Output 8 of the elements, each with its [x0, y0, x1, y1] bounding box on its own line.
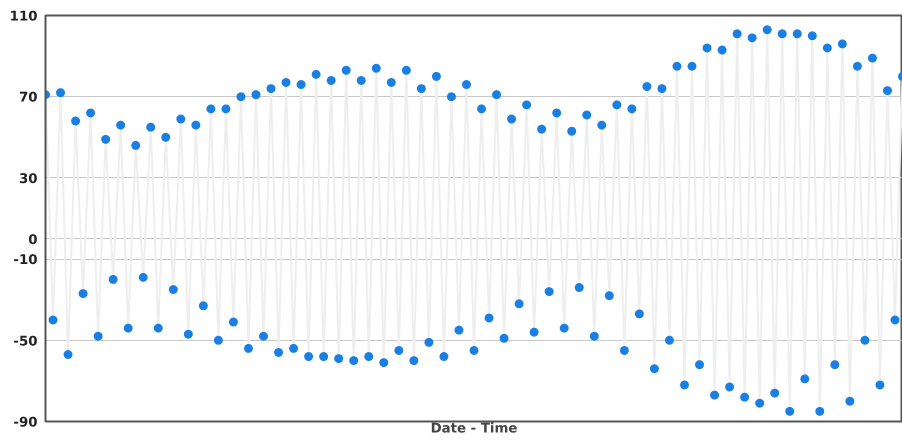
y-tick-label: -10 — [13, 253, 38, 268]
x-axis-title: Date - Time — [430, 422, 518, 436]
y-tick-label: 0 — [28, 232, 38, 248]
y-tick-label: 70 — [18, 90, 38, 106]
y-tick-label: -90 — [13, 416, 38, 430]
y-tick-label: 110 — [10, 10, 38, 24]
y-tick-label: -50 — [13, 334, 38, 350]
y-tick-label: 30 — [18, 172, 38, 187]
